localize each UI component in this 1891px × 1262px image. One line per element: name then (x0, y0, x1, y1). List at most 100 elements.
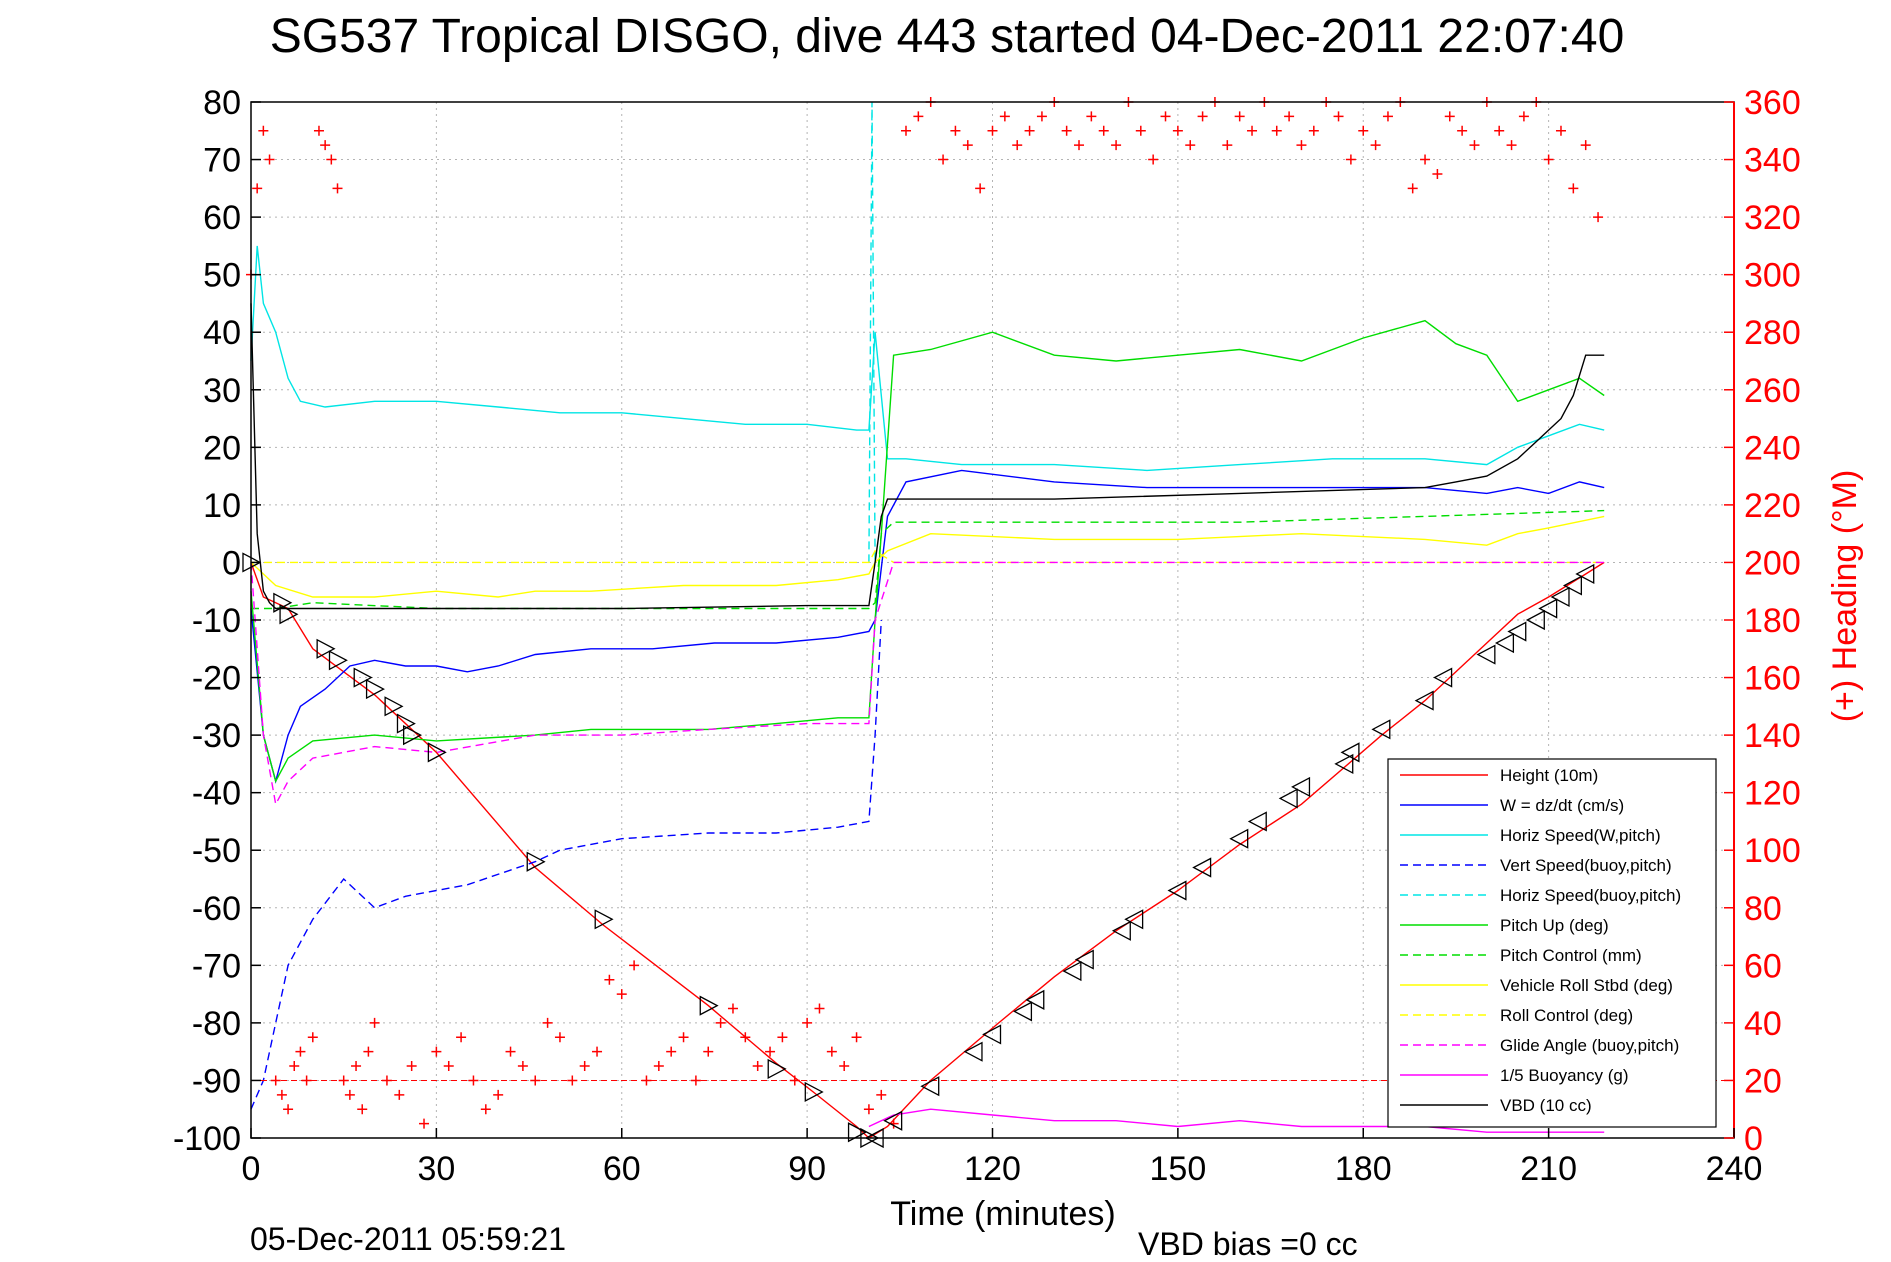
depth-triangle-marker (273, 592, 293, 613)
heading-marker (1185, 140, 1196, 151)
heading-marker (851, 1032, 862, 1043)
heading-marker (1271, 125, 1282, 136)
legend: Height (10m) W = dz/dt (cm/s) Horiz Speed(… (1387, 758, 1717, 1128)
y2-tick-label: 60 (1744, 947, 1782, 985)
depth-triangle-marker (1371, 719, 1391, 740)
heading-marker (1457, 125, 1468, 136)
depth-triangle-marker (767, 1058, 787, 1080)
series-line-1-5-buoyancy-g (868, 1108, 1605, 1133)
legend-label: Height (10m) (1500, 766, 1598, 785)
heading-marker (1518, 111, 1529, 122)
y-tick-label: 60 (203, 199, 241, 237)
heading-marker (666, 1046, 677, 1057)
heading-marker (1370, 140, 1381, 151)
heading-marker (839, 1061, 850, 1072)
depth-triangle-marker (1494, 632, 1515, 654)
heading-marker (1469, 140, 1480, 151)
footer-timestamp: 05-Dec-2011 05:59:21 (250, 1221, 566, 1257)
heading-marker (1086, 111, 1097, 122)
y2-tick-label: 280 (1744, 314, 1801, 352)
heading-marker (1555, 125, 1566, 136)
heading-marker (616, 989, 627, 1000)
heading-marker (814, 1003, 825, 1014)
y-tick-label: 80 (203, 84, 241, 122)
depth-triangle-marker (279, 604, 299, 625)
heading-marker (1333, 111, 1344, 122)
heading-marker (394, 1089, 405, 1100)
depth-triangle-marker (1414, 690, 1434, 711)
x-tick-label: 30 (417, 1150, 455, 1188)
heading-marker (703, 1046, 714, 1057)
heading-marker (678, 1032, 689, 1043)
depth-triangle-marker (1229, 828, 1249, 849)
heading-marker (938, 154, 949, 165)
series-line-vbd-10-cc (250, 303, 1605, 610)
heading-marker (1593, 212, 1604, 223)
heading-marker (320, 140, 331, 151)
y2-tick-label: 260 (1744, 372, 1801, 410)
y-tick-label: 20 (203, 429, 241, 467)
heading-marker (1222, 140, 1233, 151)
depth-triangle-marker (920, 1076, 940, 1097)
heading-marker (351, 1061, 362, 1072)
legend-label: Horiz Speed(buoy,pitch) (1500, 886, 1681, 905)
heading-marker (443, 1061, 454, 1072)
heading-marker (252, 183, 263, 194)
heading-marker (1543, 154, 1554, 165)
heading-marker (283, 1104, 294, 1115)
y2-tick-label: 140 (1744, 717, 1801, 755)
heading-marker (1296, 140, 1307, 151)
depth-triangle-marker (699, 995, 719, 1016)
series-line-height-10m (250, 561, 1605, 1139)
heading-marker (1494, 125, 1505, 136)
y-tick-label: -60 (192, 890, 241, 928)
x-tick-label: 0 (242, 1150, 261, 1188)
y-tick-label: 0 (222, 544, 241, 582)
depth-triangle-marker (594, 909, 614, 930)
depth-triangle-marker (353, 667, 373, 688)
heading-marker (690, 1075, 701, 1086)
heading-marker (975, 183, 986, 194)
heading-marker (740, 1032, 751, 1043)
y-tick-label: 40 (203, 314, 241, 352)
y-tick-label: -80 (192, 1005, 241, 1043)
y-tick-label: -50 (192, 832, 241, 870)
depth-triangle-marker (328, 650, 348, 671)
heading-marker (1506, 140, 1517, 151)
depth-triangle-marker (1124, 909, 1144, 930)
y2-tick-label: 180 (1744, 602, 1801, 640)
heading-marker (826, 1046, 837, 1057)
depth-triangle-marker (804, 1081, 824, 1103)
heading-marker (987, 125, 998, 136)
heading-marker (1444, 111, 1455, 122)
heading-marker (604, 974, 615, 985)
legend-box (1387, 758, 1717, 1128)
footer-vbd-bias: VBD bias =0 cc (1138, 1226, 1358, 1262)
depth-triangle-marker (883, 1110, 903, 1131)
heading-marker (1247, 125, 1258, 136)
depth-triangle-marker (1433, 667, 1453, 688)
grid-lines (251, 102, 1734, 1138)
heading-marker (1148, 154, 1159, 165)
legend-label: Vert Speed(buoy,pitch) (1500, 856, 1672, 875)
heading-marker (530, 1075, 541, 1086)
heading-marker (505, 1046, 516, 1057)
heading-marker (727, 1003, 738, 1014)
heading-marker (289, 1061, 300, 1072)
heading-marker (456, 1032, 467, 1043)
depth-triangle-marker (1340, 742, 1360, 763)
heading-marker (1197, 111, 1208, 122)
heading-marker (431, 1046, 442, 1057)
heading-marker (752, 1061, 763, 1072)
heading-marker (258, 125, 269, 136)
series-line-vert-speed-buoy-pitch (250, 619, 882, 1110)
y-tick-label: 70 (203, 142, 241, 180)
depth-triangle-marker (1525, 609, 1545, 631)
series-line-roll-control-deg (251, 549, 1605, 564)
depth-triangle-marker (1192, 857, 1212, 878)
heading-marker (406, 1061, 417, 1072)
heading-marker (381, 1075, 392, 1086)
x-tick-label: 60 (603, 1150, 641, 1188)
depth-triangle-marker (365, 678, 385, 700)
depth-triangle-marker (316, 638, 336, 659)
